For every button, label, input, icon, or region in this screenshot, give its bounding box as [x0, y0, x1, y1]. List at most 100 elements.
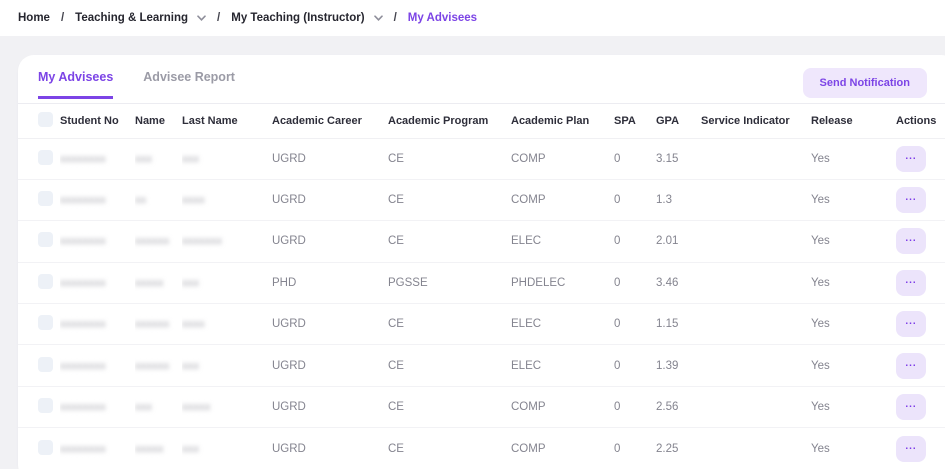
service-indicator-cell — [701, 386, 811, 427]
column-header-spa: SPA — [614, 104, 656, 138]
chevron-down-icon[interactable] — [197, 15, 206, 21]
row-actions-button[interactable]: ... — [896, 228, 926, 254]
spa-cell: 0 — [614, 304, 656, 345]
row-checkbox[interactable] — [38, 440, 53, 455]
column-header-student-no: Student No — [60, 104, 135, 138]
chevron-down-icon[interactable] — [374, 15, 383, 21]
name-redacted: xxxxx — [135, 443, 164, 455]
table-row: xxxxxxxx xxx xxx UGRD CE COMP 0 3.15 Yes… — [18, 138, 945, 179]
gpa-cell: 2.01 — [656, 221, 701, 262]
ellipsis-icon: ... — [905, 276, 916, 286]
breadcrumb-separator: / — [394, 12, 397, 24]
table-row: xxxxxxxx xxxxxx xxxx UGRD CE ELEC 0 1.15… — [18, 304, 945, 345]
breadcrumb-item-my-advisees[interactable]: My Advisees — [408, 12, 477, 24]
tab-my-advisees[interactable]: My Advisees — [38, 70, 113, 99]
academic-career-cell: UGRD — [272, 304, 388, 345]
table-row: xxxxxxxx xxxxxx xxx UGRD CE ELEC 0 1.39 … — [18, 345, 945, 386]
name-redacted: xxxxxx — [135, 360, 170, 372]
breadcrumb: Home / Teaching & Learning / My Teaching… — [18, 12, 477, 24]
service-indicator-cell — [701, 304, 811, 345]
column-header-academic-career: Academic Career — [272, 104, 388, 138]
tab-advisee-report[interactable]: Advisee Report — [143, 70, 235, 99]
breadcrumb-separator: / — [61, 12, 64, 24]
table-row: xxxxxxxx xxxxx xxx UGRD CE COMP 0 2.25 Y… — [18, 428, 945, 469]
row-actions-button[interactable]: ... — [896, 311, 926, 337]
release-cell: Yes — [811, 386, 896, 427]
academic-program-cell: CE — [388, 179, 511, 220]
ellipsis-icon: ... — [905, 234, 916, 244]
column-header-name: Name — [135, 104, 182, 138]
last-name-redacted: xxxx — [182, 194, 205, 206]
send-notification-button[interactable]: Send Notification — [803, 68, 927, 98]
breadcrumb-item-home[interactable]: Home — [18, 12, 50, 24]
name-redacted: xx — [135, 194, 147, 206]
spa-cell: 0 — [614, 428, 656, 469]
name-redacted: xxx — [135, 153, 152, 165]
academic-career-cell: UGRD — [272, 179, 388, 220]
select-all-checkbox[interactable] — [38, 112, 53, 127]
breadcrumb-separator: / — [217, 12, 220, 24]
ellipsis-icon: ... — [905, 317, 916, 327]
column-header-last-name: Last Name — [182, 104, 272, 138]
academic-career-cell: PHD — [272, 262, 388, 303]
row-checkbox[interactable] — [38, 357, 53, 372]
student-no-redacted: xxxxxxxx — [60, 153, 106, 165]
row-actions-button[interactable]: ... — [896, 353, 926, 379]
ellipsis-icon: ... — [905, 400, 916, 410]
table-row: xxxxxxxx xxx xxxxx UGRD CE COMP 0 2.56 Y… — [18, 386, 945, 427]
gpa-cell: 1.15 — [656, 304, 701, 345]
gpa-cell: 1.3 — [656, 179, 701, 220]
service-indicator-cell — [701, 345, 811, 386]
spa-cell: 0 — [614, 179, 656, 220]
academic-program-cell: CE — [388, 304, 511, 345]
table-row: xxxxxxxx xxxxx xxx PHD PGSSE PHDELEC 0 3… — [18, 262, 945, 303]
row-actions-button[interactable]: ... — [896, 394, 926, 420]
academic-career-cell: UGRD — [272, 138, 388, 179]
breadcrumb-item-teaching-learning[interactable]: Teaching & Learning — [75, 12, 188, 24]
academic-program-cell: CE — [388, 138, 511, 179]
release-cell: Yes — [811, 221, 896, 262]
column-header-academic-plan: Academic Plan — [511, 104, 614, 138]
gpa-cell: 2.25 — [656, 428, 701, 469]
academic-program-cell: CE — [388, 345, 511, 386]
academic-program-cell: CE — [388, 221, 511, 262]
advisees-card: My Advisees Advisee Report Send Notifica… — [18, 55, 945, 469]
row-checkbox[interactable] — [38, 150, 53, 165]
student-no-redacted: xxxxxxxx — [60, 235, 106, 247]
row-checkbox[interactable] — [38, 191, 53, 206]
release-cell: Yes — [811, 304, 896, 345]
card-header: My Advisees Advisee Report Send Notifica… — [18, 55, 945, 104]
last-name-redacted: xxxx — [182, 318, 205, 330]
row-checkbox[interactable] — [38, 232, 53, 247]
row-checkbox[interactable] — [38, 315, 53, 330]
release-cell: Yes — [811, 345, 896, 386]
row-checkbox[interactable] — [38, 398, 53, 413]
service-indicator-cell — [701, 138, 811, 179]
row-actions-button[interactable]: ... — [896, 187, 926, 213]
advisees-table: Student No Name Last Name Academic Caree… — [18, 104, 945, 469]
last-name-redacted: xxx — [182, 277, 199, 289]
row-actions-button[interactable]: ... — [896, 436, 926, 462]
row-checkbox[interactable] — [38, 274, 53, 289]
name-redacted: xxxxx — [135, 277, 164, 289]
row-actions-button[interactable]: ... — [896, 146, 926, 172]
table-row: xxxxxxxx xx xxxx UGRD CE COMP 0 1.3 Yes … — [18, 179, 945, 220]
ellipsis-icon: ... — [905, 359, 916, 369]
gpa-cell: 3.46 — [656, 262, 701, 303]
academic-career-cell: UGRD — [272, 386, 388, 427]
last-name-redacted: xxx — [182, 360, 199, 372]
column-header-academic-program: Academic Program — [388, 104, 511, 138]
ellipsis-icon: ... — [905, 442, 916, 452]
row-actions-button[interactable]: ... — [896, 270, 926, 296]
name-redacted: xxx — [135, 401, 152, 413]
student-no-redacted: xxxxxxxx — [60, 277, 106, 289]
breadcrumb-item-my-teaching-instructor[interactable]: My Teaching (Instructor) — [231, 12, 364, 24]
service-indicator-cell — [701, 262, 811, 303]
last-name-redacted: xxx — [182, 153, 199, 165]
academic-program-cell: CE — [388, 386, 511, 427]
name-redacted: xxxxxx — [135, 235, 170, 247]
name-redacted: xxxxxx — [135, 318, 170, 330]
academic-career-cell: UGRD — [272, 221, 388, 262]
academic-plan-cell: COMP — [511, 179, 614, 220]
tab-bar: My Advisees Advisee Report — [38, 70, 235, 99]
